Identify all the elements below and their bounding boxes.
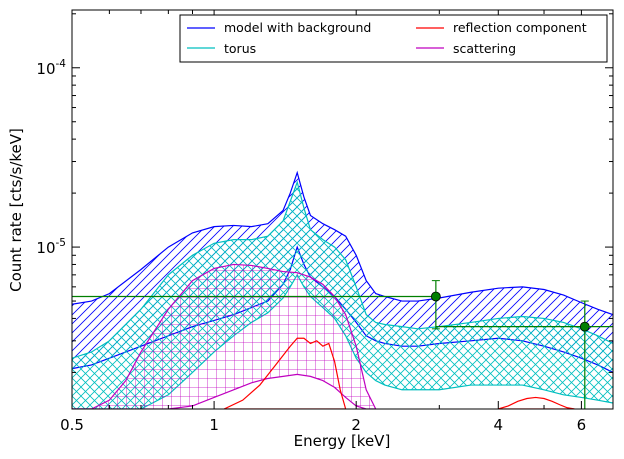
legend-entry-reflection: reflection component bbox=[416, 20, 587, 35]
scattering-lower-line bbox=[72, 373, 376, 409]
torus-upper-line bbox=[72, 180, 613, 359]
y-axis-title: Count rate [cts/s/keV] bbox=[7, 128, 25, 292]
plot-frame bbox=[71, 9, 614, 410]
x-tick-label: 2 bbox=[351, 416, 361, 434]
y-tick-base: 10 bbox=[36, 239, 55, 257]
x-axis-title: Energy [keV] bbox=[294, 432, 391, 450]
legend-entry-scattering: scattering bbox=[416, 41, 516, 56]
x-tick-labels: 0.5 1 2 4 6 bbox=[60, 416, 586, 434]
reflection-component-upper-line bbox=[223, 337, 347, 409]
legend-label-reflection: reflection component bbox=[453, 20, 587, 35]
y-tick-labels: 10-510-4 bbox=[36, 58, 66, 257]
x-tick-label: 6 bbox=[577, 416, 587, 434]
y-tick-base: 10 bbox=[36, 60, 55, 78]
x-tick-label: 4 bbox=[494, 416, 504, 434]
reflection-component-upper-line bbox=[498, 396, 575, 409]
legend-label-model: model with background bbox=[224, 20, 371, 35]
legend-box bbox=[179, 14, 608, 63]
model-with-background-upper-line bbox=[72, 170, 613, 316]
legend: model with background reflection compone… bbox=[179, 14, 608, 63]
legend-entry-torus: torus bbox=[187, 41, 256, 56]
data-point-marker bbox=[430, 291, 441, 302]
y-tick-label: 10-4 bbox=[36, 58, 66, 78]
legend-entry-model: model with background bbox=[187, 20, 371, 35]
scattering-upper-line bbox=[72, 263, 377, 409]
legend-label-torus: torus bbox=[224, 41, 256, 56]
legend-label-scattering: scattering bbox=[453, 41, 516, 56]
x-tick-label: 0.5 bbox=[60, 416, 84, 434]
scattering-band-fill bbox=[72, 264, 376, 409]
data-points bbox=[72, 280, 613, 409]
y-tick-label: 10-5 bbox=[36, 237, 66, 257]
y-tick-exponent: -4 bbox=[56, 58, 67, 70]
x-tick-label: 1 bbox=[209, 416, 219, 434]
y-tick-exponent: -5 bbox=[56, 237, 66, 249]
